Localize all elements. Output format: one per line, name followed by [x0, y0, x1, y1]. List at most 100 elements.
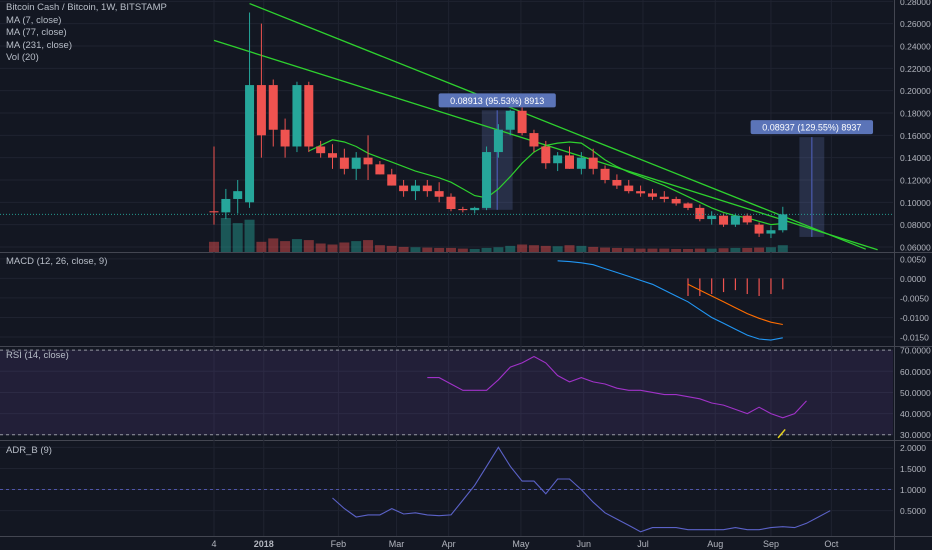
adr-tick-label: 2.0000: [900, 443, 926, 453]
candle-body: [387, 174, 397, 186]
candle-body: [565, 155, 574, 169]
candle-body: [470, 207, 480, 211]
macd-line: [557, 260, 783, 341]
candle-body: [316, 146, 326, 154]
candlesticks: [209, 12, 788, 239]
price-tick-label: 0.22000: [900, 64, 931, 74]
volume-bar: [706, 248, 717, 252]
adr-tick-label: 1.5000: [900, 464, 926, 474]
price-tick-label: 0.20000: [900, 86, 931, 96]
rsi-tick-label: 70.0000: [900, 346, 931, 356]
price-tick-label: 0.14000: [900, 153, 931, 163]
volume-bar: [493, 247, 504, 252]
candle-body: [517, 110, 527, 134]
candle-body: [553, 155, 563, 164]
candle-body: [647, 193, 657, 197]
time-tick-label: Oct: [824, 539, 839, 549]
price-tick-label: 0.24000: [900, 42, 931, 52]
volume-bar: [469, 248, 480, 252]
measure-label: 0.08937 (129.55%) 8937: [762, 123, 861, 133]
rsi-band: [0, 350, 893, 435]
adr-tick-label: 0.5000: [900, 506, 926, 516]
trend-line: [249, 2, 866, 250]
volume-bar: [742, 247, 753, 252]
rsi-tick-label: 60.0000: [900, 367, 931, 377]
time-tick-label: Sep: [763, 539, 779, 549]
candle-body: [541, 146, 551, 164]
volume-bar: [410, 247, 421, 252]
volume-bar: [220, 218, 231, 252]
volume-bar: [600, 247, 611, 252]
volume-bar: [315, 243, 326, 252]
candle-body: [600, 168, 610, 180]
rsi-tick-label: 50.0000: [900, 388, 931, 398]
measure-label-box: [438, 93, 556, 108]
price-axis[interactable]: 0.28000 0.26000 0.24000 0.22000 0.20000 0.180…: [900, 0, 931, 516]
volume-bar: [730, 247, 741, 252]
candle-body: [719, 215, 729, 225]
candle-body: [256, 85, 266, 136]
time-tick-label: May: [512, 539, 530, 549]
candle-body: [351, 157, 361, 169]
candle-body: [328, 153, 337, 158]
study-ma-77[interactable]: MA (77, close): [6, 27, 67, 38]
price-tick-label: 0.12000: [900, 175, 931, 185]
price-tick-label: 0.28000: [900, 0, 931, 7]
candle-body: [493, 129, 503, 153]
volume-bar: [659, 248, 670, 252]
volume-bar: [528, 245, 539, 252]
candle-body: [612, 179, 622, 186]
macd-title[interactable]: MACD (12, 26, close, 9): [6, 256, 108, 267]
volume-bar: [552, 246, 563, 252]
volume-bar: [481, 247, 492, 252]
rsi-tick-label: 30.0000: [900, 430, 931, 440]
rsi-tick-label: 40.0000: [900, 409, 931, 419]
candle-body: [624, 185, 634, 192]
volume-bar: [446, 247, 456, 252]
volume-bar: [671, 248, 682, 252]
volume-bar: [564, 245, 575, 252]
volume-bar: [374, 245, 385, 252]
rsi-title[interactable]: RSI (14, close): [6, 350, 69, 361]
volume-bar: [363, 240, 374, 252]
time-tick-label: Apr: [442, 539, 456, 549]
candle-body: [766, 230, 776, 234]
volume-bar: [280, 241, 291, 252]
candle-body: [778, 214, 788, 231]
candle-body: [695, 207, 705, 220]
candle-body: [446, 196, 456, 210]
symbol-title[interactable]: Bitcoin Cash / Bitcoin, 1W, BITSTAMP: [6, 2, 167, 13]
candle-body: [636, 191, 646, 194]
candle-body: [742, 215, 752, 223]
time-tick-label: Feb: [331, 539, 347, 549]
macd-tick-label: -0.0100: [900, 313, 929, 323]
volume-bar: [694, 248, 705, 252]
study-ma-231[interactable]: MA (231, close): [6, 39, 72, 51]
price-tick-label: 0.16000: [900, 131, 931, 141]
measure-label: 0.08913 (95.53%) 8913: [450, 96, 544, 106]
candle-body: [233, 191, 243, 199]
candle-body: [410, 185, 420, 192]
adr-tick-label: 1.0000: [900, 485, 926, 495]
price-tick-label: 0.18000: [900, 108, 931, 118]
time-axis[interactable]: 4 2018 Feb Mar Apr May Jun Jul Aug Sep Oct: [211, 539, 838, 549]
macd-tick-label: -0.0050: [900, 293, 929, 303]
volume-bar: [256, 241, 267, 252]
volume-bar: [576, 245, 587, 252]
measure-label-box: [750, 120, 874, 135]
candle-body: [221, 198, 231, 213]
candle-body: [363, 157, 373, 165]
study-ma-7[interactable]: MA (7, close): [6, 14, 62, 26]
volume-bar: [386, 245, 397, 252]
main-legend: Bitcoin Cash / Bitcoin, 1W, BITSTAMP MA …: [6, 2, 167, 65]
measure-labels: 0.08913 (95.53%) 8913 0.08937 (129.55%) 8…: [438, 93, 874, 135]
volume-bar: [765, 247, 776, 252]
adr-title[interactable]: ADR_B (9): [6, 445, 52, 456]
candle-body: [588, 157, 598, 169]
price-tick-label: 0.08000: [900, 220, 931, 230]
volume-bar: [540, 245, 551, 252]
study-vol-20[interactable]: Vol (20): [6, 52, 39, 63]
volume-bar: [647, 248, 658, 252]
